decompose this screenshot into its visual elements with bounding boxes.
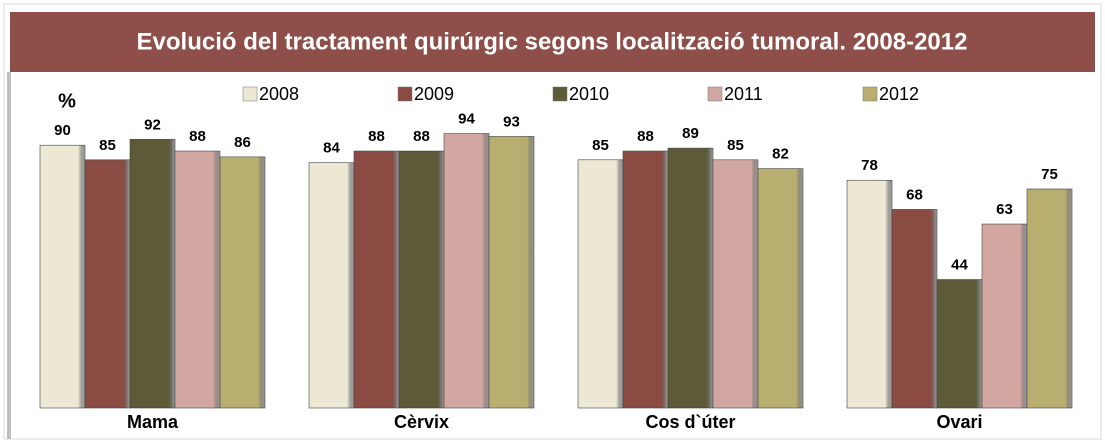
value-label: 88 bbox=[368, 128, 385, 145]
value-label: 63 bbox=[996, 201, 1013, 218]
bar bbox=[622, 150, 669, 409]
value-label: 78 bbox=[861, 157, 878, 174]
value-label: 85 bbox=[727, 137, 744, 154]
bar bbox=[577, 159, 624, 409]
legend-swatch bbox=[552, 86, 568, 102]
bar bbox=[443, 133, 490, 409]
x-tick-label: Cèrvix bbox=[394, 412, 449, 432]
bar bbox=[129, 139, 176, 409]
title-band bbox=[10, 12, 1095, 72]
bar bbox=[488, 136, 535, 409]
legend-label: 2012 bbox=[879, 84, 919, 104]
value-label: 86 bbox=[234, 134, 251, 151]
bar bbox=[846, 179, 893, 409]
x-tick-label: Mama bbox=[127, 412, 179, 432]
bar bbox=[936, 279, 983, 409]
legend-swatch bbox=[397, 86, 413, 102]
bar bbox=[84, 159, 131, 409]
x-tick-label: Ovari bbox=[936, 412, 982, 432]
value-label: 85 bbox=[99, 137, 116, 154]
legend-label: 2008 bbox=[259, 84, 299, 104]
legend-swatch bbox=[707, 86, 723, 102]
value-label: 88 bbox=[189, 128, 206, 145]
legend-swatch bbox=[242, 86, 258, 102]
bar bbox=[757, 168, 804, 409]
x-tick-label: Cos d`úter bbox=[646, 412, 736, 432]
value-label: 94 bbox=[458, 110, 475, 127]
value-label: 88 bbox=[413, 128, 430, 145]
value-label: 44 bbox=[951, 256, 968, 273]
bar bbox=[891, 209, 938, 409]
legend-swatch bbox=[862, 86, 878, 102]
bar bbox=[219, 156, 266, 409]
legend-label: 2010 bbox=[569, 84, 609, 104]
value-label: 93 bbox=[503, 113, 520, 130]
value-label: 84 bbox=[323, 140, 340, 157]
bar bbox=[398, 150, 445, 409]
legend-label: 2009 bbox=[414, 84, 454, 104]
bar bbox=[353, 150, 400, 409]
value-label: 88 bbox=[637, 128, 654, 145]
value-label: 68 bbox=[906, 186, 923, 203]
bar bbox=[174, 150, 221, 409]
bar bbox=[712, 159, 759, 409]
legend-label: 2011 bbox=[724, 84, 763, 104]
bar bbox=[1026, 188, 1073, 409]
chart-title: Evolució del tractament quirúrgic segons… bbox=[137, 28, 968, 55]
bar bbox=[308, 162, 355, 409]
value-label: 89 bbox=[682, 125, 699, 142]
value-label: 75 bbox=[1041, 166, 1058, 183]
bar bbox=[667, 147, 714, 409]
value-label: 85 bbox=[592, 137, 609, 154]
y-axis-label: % bbox=[58, 90, 76, 112]
bar bbox=[981, 223, 1028, 409]
value-label: 82 bbox=[772, 146, 789, 163]
bar bbox=[39, 144, 86, 409]
value-label: 90 bbox=[54, 122, 71, 139]
value-label: 92 bbox=[144, 116, 161, 133]
